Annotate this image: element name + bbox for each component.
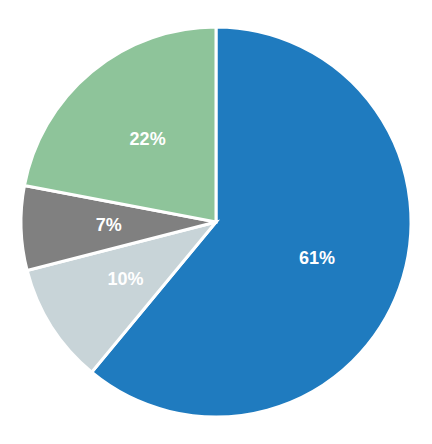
svg-text:22%: 22% — [130, 129, 166, 149]
svg-text:61%: 61% — [299, 248, 335, 268]
svg-text:10%: 10% — [107, 269, 143, 289]
svg-text:7%: 7% — [96, 215, 122, 235]
